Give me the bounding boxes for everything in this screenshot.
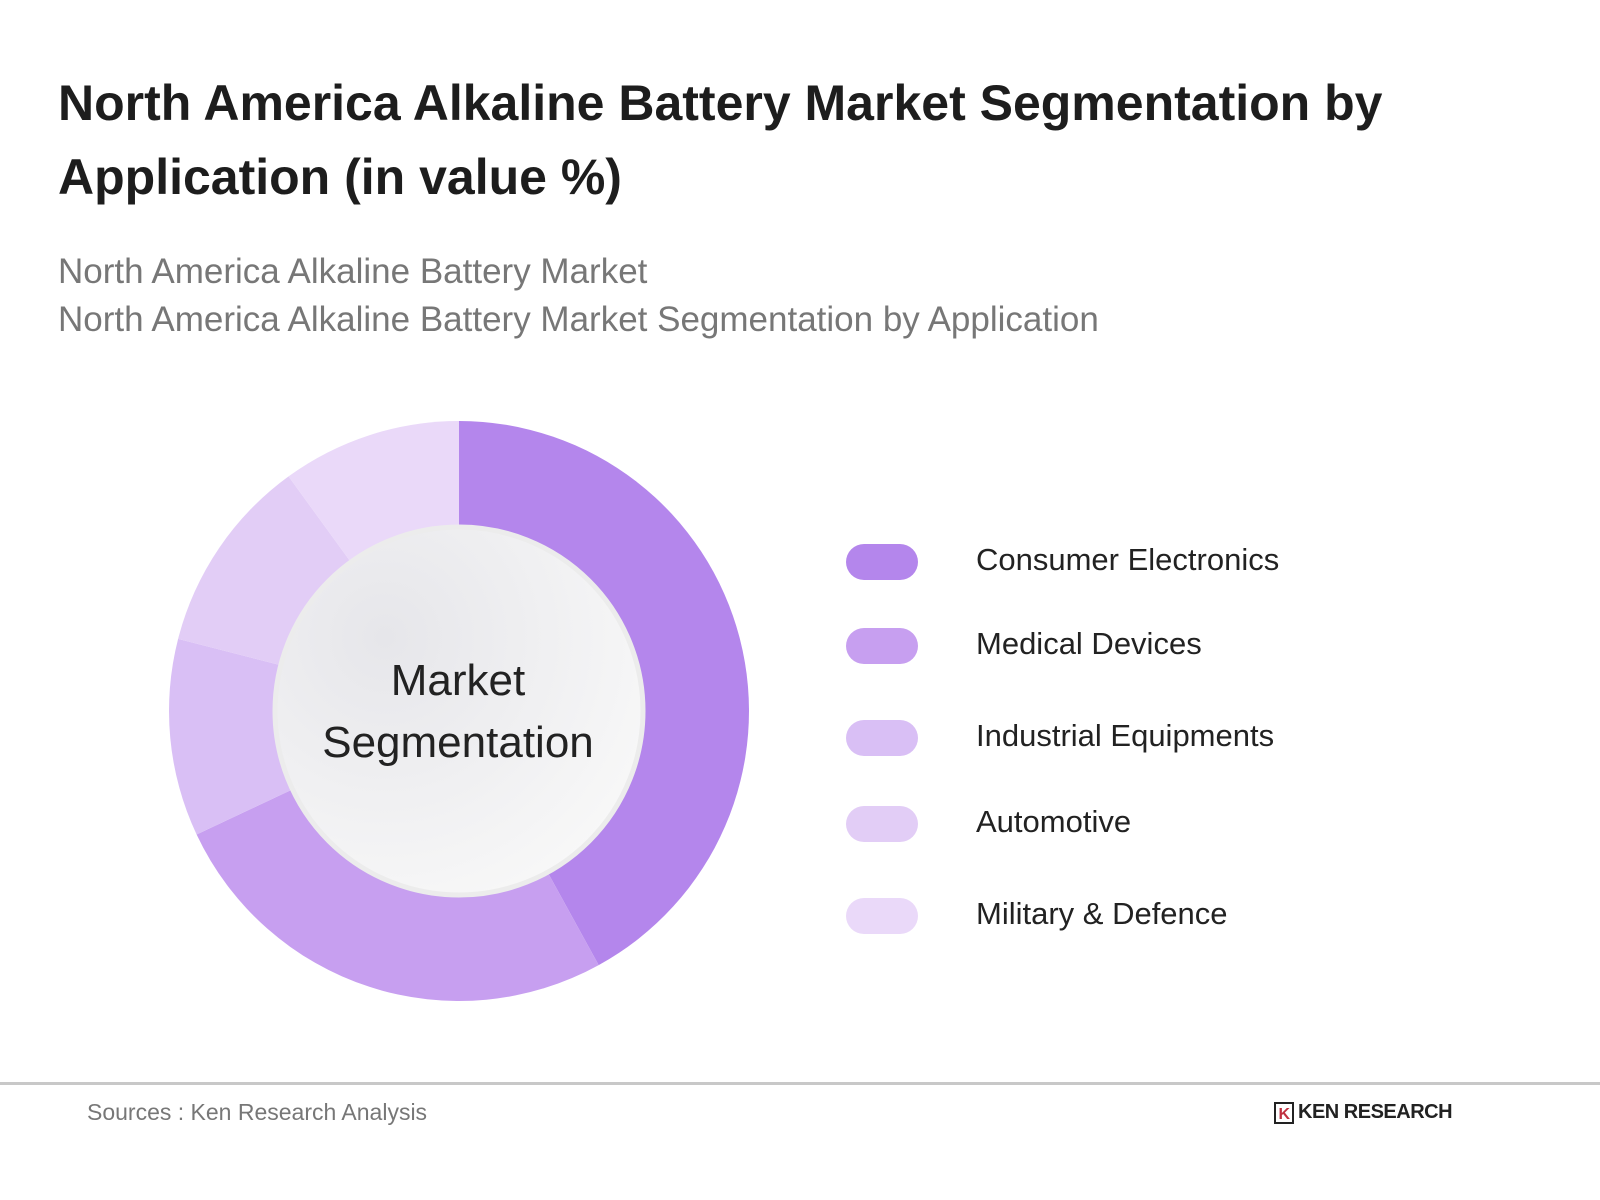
legend-swatch	[846, 806, 918, 842]
subtitle-segmentation: North America Alkaline Battery Market Se…	[58, 300, 1099, 339]
legend-swatch	[846, 628, 918, 664]
chart-title: North America Alkaline Battery Market Se…	[58, 75, 1383, 205]
legend-item-medical-devices: Medical Devices	[846, 626, 1446, 664]
donut-chart	[169, 421, 749, 1002]
legend-label: Military & Defence	[976, 896, 1228, 931]
logo-text: KEN RESEARCH	[1298, 1101, 1453, 1123]
legend-label: Consumer Electronics	[976, 542, 1280, 577]
legend-swatch	[846, 720, 918, 756]
legend-item-consumer-electronics: Consumer Electronics	[846, 542, 1446, 580]
legend-item-military-defence: Military & Defence	[846, 896, 1446, 934]
legend-swatch	[846, 544, 918, 580]
ken-research-logo: K KEN RESEARCH	[1274, 1101, 1453, 1124]
footer-divider	[0, 1082, 1600, 1085]
legend-swatch	[846, 898, 918, 934]
center-label-line-1: Market	[390, 656, 526, 705]
center-label-line-2: Segmentation	[322, 718, 594, 767]
donut-center	[272, 524, 646, 898]
legend-item-industrial-equipments: Industrial Equipments	[846, 718, 1446, 756]
center-label: Market Segmentation	[275, 650, 641, 774]
legend-label: Medical Devices	[976, 626, 1202, 661]
logo-mark-icon: K	[1274, 1101, 1294, 1124]
legend-label: Industrial Equipments	[976, 718, 1275, 753]
subtitle-market: North America Alkaline Battery Market	[58, 252, 648, 291]
legend-label: Automotive	[976, 804, 1132, 839]
legend-item-automotive: Automotive	[846, 804, 1446, 842]
source-note: Sources : Ken Research Analysis	[87, 1099, 428, 1125]
